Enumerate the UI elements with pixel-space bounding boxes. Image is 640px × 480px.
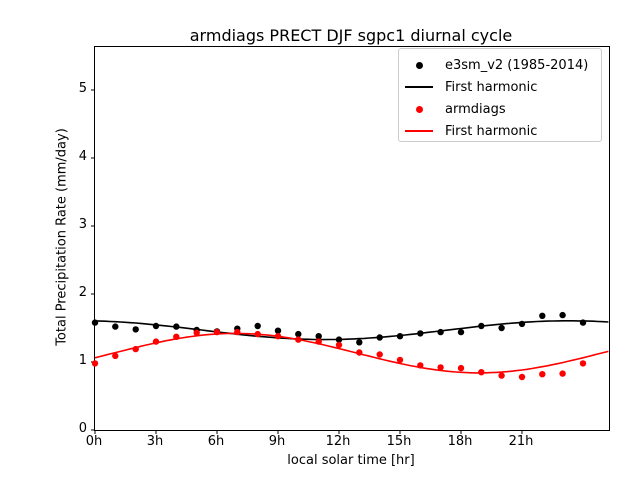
legend-line-marker-icon <box>405 130 433 132</box>
x-tick-label: 9h <box>268 434 286 449</box>
x-tick-label: 3h <box>146 434 164 449</box>
y-tick-label: 2 <box>78 284 87 300</box>
legend-line-marker-icon <box>405 86 433 88</box>
x-tick-label: 0h <box>85 434 103 449</box>
chart-title: armdiags PRECT DJF sgpc1 diurnal cycle <box>189 26 513 45</box>
legend-dot-marker-icon <box>405 61 433 69</box>
legend-label: armdiags <box>445 101 506 117</box>
chart-canvas <box>91 89 609 434</box>
legend-row: e3sm_v2 (1985-2014) <box>405 54 601 76</box>
x-tick-label: 6h <box>207 434 225 449</box>
y-tick-label: 5 <box>78 80 87 96</box>
legend-label: e3sm_v2 (1985-2014) <box>445 57 589 73</box>
legend-row: First harmonic <box>405 76 601 98</box>
legend-row: armdiags <box>405 98 601 120</box>
plot-area <box>91 46 610 434</box>
y-tick-label: 0 <box>78 421 87 436</box>
legend-label: First harmonic <box>445 123 538 139</box>
legend: e3sm_v2 (1985-2014) First harmonic armdiag… <box>398 48 602 142</box>
y-tick-label: 1 <box>78 352 87 368</box>
x-tick-label: 18h <box>447 434 473 449</box>
x-tick-label: 12h <box>325 434 351 449</box>
x-axis-label: local solar time [hr] <box>287 453 415 468</box>
legend-row: First harmonic <box>405 120 601 142</box>
y-tick-label: 3 <box>78 216 87 232</box>
legend-dot-marker-icon <box>405 105 433 113</box>
x-tick-label: 15h <box>386 434 412 449</box>
y-tick-label: 4 <box>78 148 87 164</box>
legend-label: First harmonic <box>445 79 538 95</box>
x-tick-label: 21h <box>508 434 534 449</box>
